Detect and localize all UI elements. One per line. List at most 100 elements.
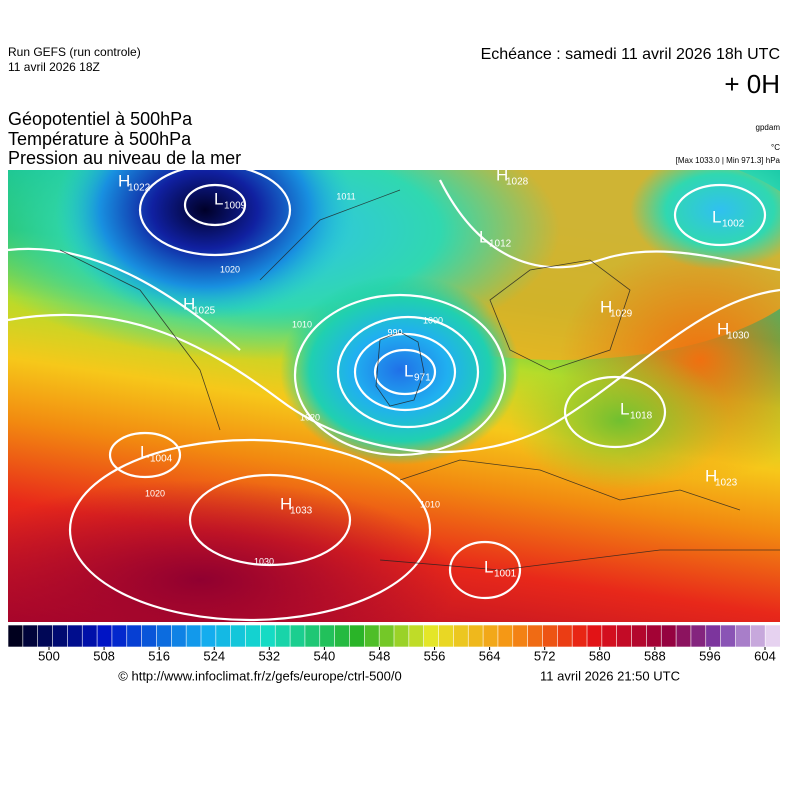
colorbar-swatch [497,624,514,648]
colorbar-swatch [616,624,633,648]
colorbar-swatch [171,624,187,648]
center-letter: L [479,227,488,246]
title-line: Géopotentiel à 500hPa [8,109,193,129]
center-value: 1004 [150,454,173,465]
isobar-label: 1030 [254,556,274,566]
colorbar-swatch [22,624,39,648]
center-value: 971 [414,373,431,384]
colorbar-swatch [586,624,603,648]
colorbar-swatch [126,624,143,648]
colorbar-swatch [690,624,707,648]
isobar-label: 1020 [220,264,240,274]
colorbar-swatch [230,624,247,648]
unit-label: [Max 1033.0 | Min 971.3] hPa [676,156,781,165]
colorbar-swatch [571,624,588,648]
colorbar-swatch [512,624,529,648]
center-letter: L [140,442,149,461]
colorbar-label: 508 [93,648,115,663]
offset: + 0H [724,69,780,99]
center-letter: H [496,165,508,184]
center-value: 1029 [610,309,633,320]
center-value: 1023 [715,478,738,489]
colorbar-swatch [660,624,677,648]
colorbar-label: 540 [314,648,336,663]
colorbar-swatch [631,624,647,648]
isobar-label: 1010 [292,319,312,329]
title-line: Température à 500hPa [8,129,192,149]
colorbar-swatch [319,624,336,648]
colorbar-swatch [393,624,410,648]
colorbar-swatch [289,624,306,648]
colorbar-swatch [705,624,722,648]
center-letter: L [620,399,629,418]
colorbar-swatch [735,624,751,648]
colorbar-swatch [200,624,217,648]
colorbar-swatch [260,624,276,648]
unit-label: °C [771,143,780,152]
center-value: 1030 [727,331,750,342]
colorbar-swatch [720,624,737,648]
colorbar-swatch [81,624,98,648]
colorbar-swatch [378,624,395,648]
colorbar-swatch [52,624,68,648]
center-letter: L [214,189,223,208]
colorbar-swatch [274,624,291,648]
center-value: 1022 [128,183,151,194]
isobar-label: 1020 [300,412,320,422]
colorbar-swatch [215,624,232,648]
colorbar-label: 548 [369,648,391,663]
center-letter: H [600,297,612,316]
center-value: 1033 [290,506,313,517]
colorbar-swatch [646,624,662,648]
colorbar-swatch [96,624,113,648]
center-letter: H [280,494,292,513]
colorbar-swatch [467,624,484,648]
colorbar-label: 532 [258,648,280,663]
center-letter: H [717,319,729,338]
center-value: 1001 [494,569,517,580]
colorbar: 500 508 516 524 532 540 548 556 564 572 580 588 596 6… [7,624,781,663]
center-value: 1018 [630,411,653,422]
center-value: 1028 [506,177,529,188]
isobar-label: 1011 [336,191,355,201]
center-letter: H [705,466,717,485]
colorbar-swatch [67,624,83,648]
isobar-label: 990 [387,327,402,337]
colorbar-label: 604 [754,648,776,663]
colorbar-label: 564 [479,648,501,663]
isobar-label: 1010 [420,499,440,509]
colorbar-swatch [542,624,558,648]
source-url: © http://www.infoclimat.fr/z/gefs/europe… [118,668,401,683]
center-value: 1025 [193,306,216,317]
center-letter: L [712,207,721,226]
center-letter: L [484,557,493,576]
colorbar-label: 524 [203,648,225,663]
center-value: 1002 [722,219,745,230]
colorbar-swatch [675,624,692,648]
colorbar-swatch [334,624,351,648]
center-letter: H [118,171,130,190]
colorbar-swatch [482,624,499,648]
colorbar-swatch [408,624,425,648]
colorbar-label: 588 [644,648,666,663]
colorbar-swatch [423,624,440,648]
unit-label: gpdam [756,123,781,132]
colorbar-swatch [750,624,766,648]
colorbar-swatch [304,624,321,648]
colorbar-swatch [364,624,380,648]
colorbar-swatch [453,624,469,648]
timestamp: 11 avril 2026 21:50 UTC [540,668,680,683]
colorbar-swatch [764,624,781,648]
colorbar-swatch [438,624,454,648]
title-line: Pression au niveau de la mer [8,148,241,168]
center-value: 1009 [224,201,247,212]
isobar-label: 1020 [145,488,165,498]
colorbar-label: 580 [589,648,611,663]
colorbar-swatch [156,624,172,648]
colorbar-swatch [141,624,158,648]
colorbar-swatch [557,624,573,648]
map-field [8,170,780,622]
colorbar-swatch [111,624,128,648]
colorbar-label: 572 [534,648,556,663]
